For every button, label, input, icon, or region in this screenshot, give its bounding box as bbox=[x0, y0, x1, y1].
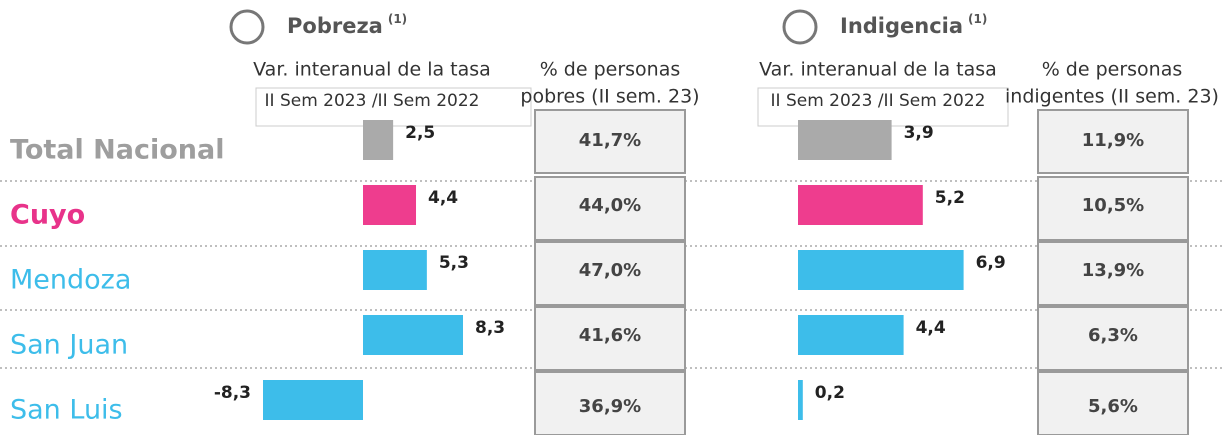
table-value: 5,6% bbox=[1088, 396, 1138, 417]
table-cell bbox=[1037, 306, 1189, 371]
bar bbox=[798, 120, 892, 160]
table-cell bbox=[1037, 371, 1189, 435]
chart-title: Pobreza (1) bbox=[287, 12, 407, 39]
subtitle: II Sem 2023 /II Sem 2022 bbox=[265, 91, 480, 111]
table-cell bbox=[1037, 109, 1189, 174]
bar bbox=[363, 185, 417, 225]
bar bbox=[263, 380, 363, 420]
subtitle: Var. interanual de la tasa bbox=[759, 59, 997, 81]
table-value: 6,3% bbox=[1088, 325, 1138, 346]
table-value: 10,5% bbox=[1082, 195, 1144, 216]
chart-title: Indigencia (1) bbox=[840, 12, 987, 39]
bar bbox=[363, 250, 427, 290]
chart-title-text: Indigencia bbox=[840, 14, 963, 38]
value-label: -8,3 bbox=[214, 383, 251, 403]
table-cell bbox=[534, 109, 686, 174]
value-label: 4,4 bbox=[916, 318, 946, 338]
table-value: 11,9% bbox=[1082, 130, 1144, 151]
value-label: 0,2 bbox=[815, 383, 845, 403]
table-header: % de personas bbox=[1042, 59, 1183, 81]
value-label: 3,9 bbox=[904, 123, 934, 143]
table-value: 13,9% bbox=[1082, 260, 1144, 281]
table-value: 44,0% bbox=[579, 195, 641, 216]
bar bbox=[363, 315, 463, 355]
table-cell bbox=[534, 306, 686, 371]
subtitle-box bbox=[255, 87, 532, 127]
bar bbox=[798, 315, 904, 355]
category-label: San Juan bbox=[10, 330, 128, 361]
subtitle: Var. interanual de la tasa bbox=[253, 59, 491, 81]
table-header: pobres (II sem. 23) bbox=[520, 86, 699, 108]
bar bbox=[363, 120, 394, 160]
bar bbox=[798, 380, 803, 420]
bar bbox=[798, 185, 923, 225]
chart-title-text: Pobreza bbox=[287, 14, 383, 38]
value-label: 5,3 bbox=[439, 253, 469, 273]
table-cell bbox=[1037, 176, 1189, 241]
table-value: 41,7% bbox=[579, 130, 641, 151]
legend-circle bbox=[782, 9, 818, 45]
bar bbox=[798, 250, 964, 290]
table-cell bbox=[534, 241, 686, 306]
table-value: 47,0% bbox=[579, 260, 641, 281]
table-value: 41,6% bbox=[579, 325, 641, 346]
value-label: 2,5 bbox=[405, 123, 435, 143]
value-label: 5,2 bbox=[935, 188, 965, 208]
category-label: Mendoza bbox=[10, 265, 131, 296]
category-label: Total Nacional bbox=[10, 135, 224, 166]
table-cell bbox=[534, 176, 686, 241]
category-label: Cuyo bbox=[10, 200, 85, 231]
table-cell bbox=[1037, 241, 1189, 306]
title-note: (1) bbox=[968, 12, 987, 26]
table-cell bbox=[534, 371, 686, 435]
title-note: (1) bbox=[388, 12, 407, 26]
value-label: 4,4 bbox=[428, 188, 458, 208]
subtitle: II Sem 2023 /II Sem 2022 bbox=[771, 91, 986, 111]
value-label: 6,9 bbox=[976, 253, 1006, 273]
value-label: 8,3 bbox=[475, 318, 505, 338]
category-label: San Luis bbox=[10, 395, 123, 426]
table-value: 36,9% bbox=[579, 396, 641, 417]
legend-circle bbox=[229, 9, 265, 45]
table-header: indigentes (II sem. 23) bbox=[1005, 86, 1219, 108]
table-header: % de personas bbox=[540, 59, 681, 81]
